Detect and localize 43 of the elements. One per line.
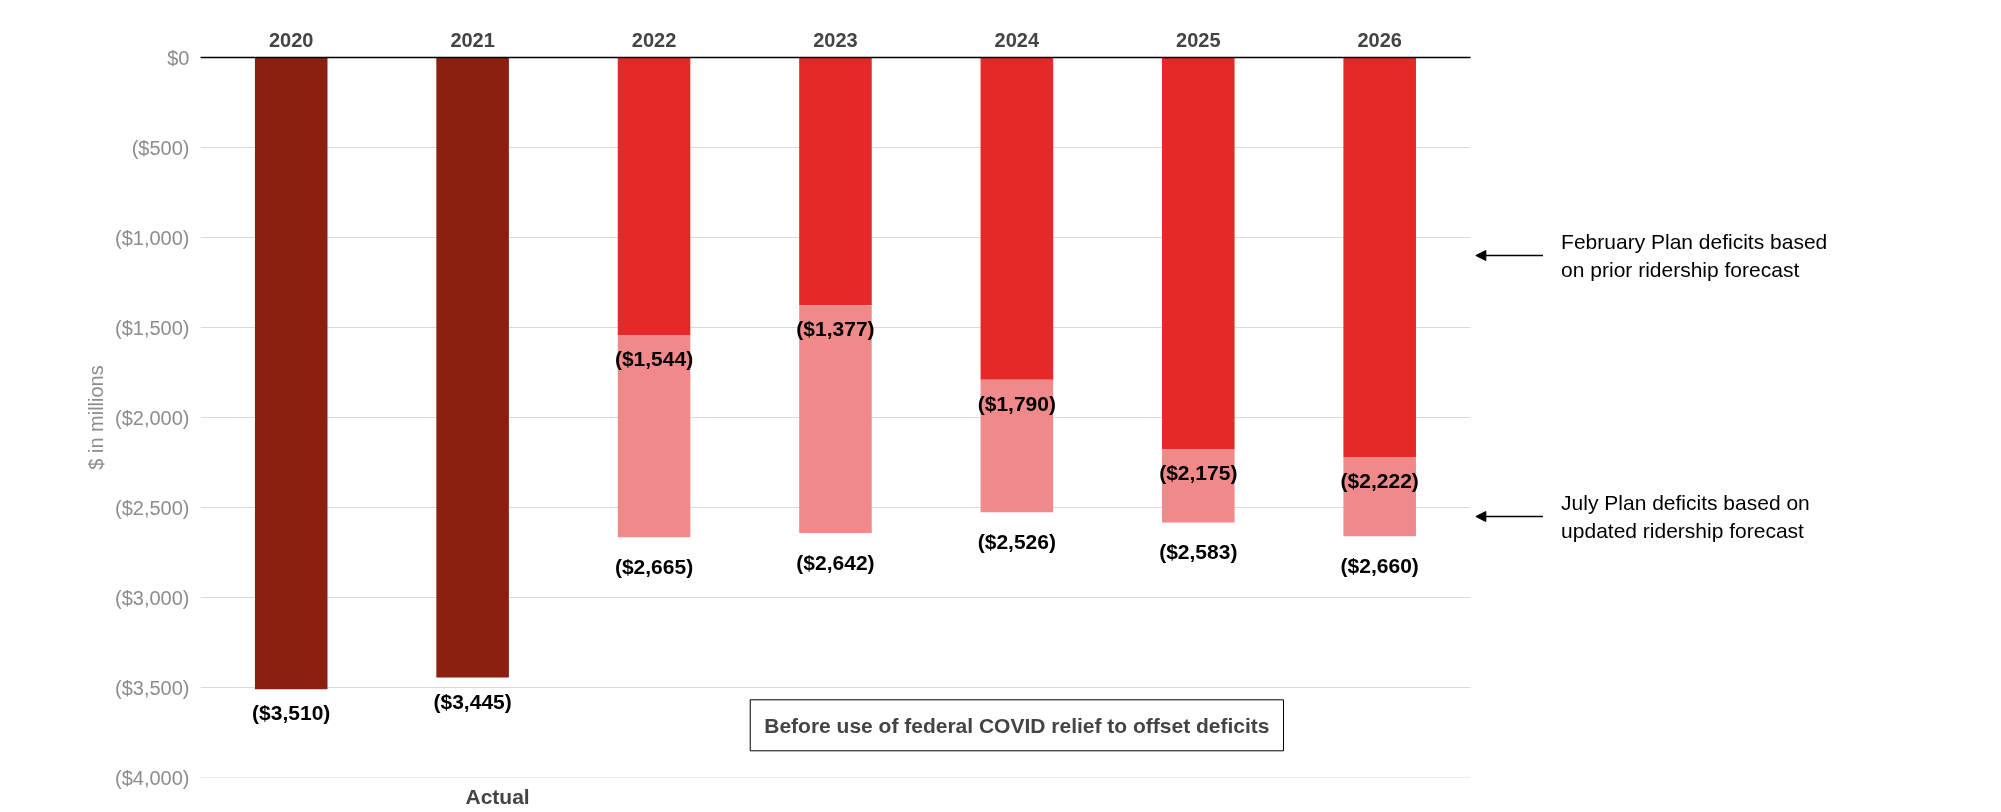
bar — [799, 305, 872, 534]
annotation: Before use of federal COVID relief to offset deficits — [764, 713, 1270, 737]
bar — [799, 57, 872, 306]
total-label: ($2,642) — [796, 551, 875, 575]
bar — [254, 57, 328, 690]
x-tick-label: 2021 — [450, 28, 495, 51]
y-tick-label: ($2,500) — [115, 496, 190, 519]
y-axis-title: $ in millions — [85, 365, 108, 470]
data-label: ($3,445) — [433, 689, 512, 713]
data-label: ($2,175) — [1159, 461, 1238, 484]
bar — [1161, 57, 1235, 449]
bar — [617, 57, 691, 336]
data-label: ($3,510) — [252, 701, 331, 725]
bar — [1343, 57, 1416, 458]
total-label: ($2,665) — [614, 555, 694, 579]
data-label: ($1,790) — [977, 391, 1056, 415]
bar — [980, 57, 1054, 380]
y-tick-label: ($500) — [131, 136, 190, 159]
x-tick-label: 2024 — [994, 28, 1040, 51]
data-label: ($1,544) — [614, 347, 694, 371]
y-tick-label: ($3,500) — [115, 676, 190, 699]
total-label: ($2,583) — [1159, 540, 1238, 564]
y-tick-label: $0 — [167, 46, 190, 69]
total-label: ($2,526) — [977, 530, 1056, 554]
bar — [980, 379, 1054, 513]
x-tick-label: 2026 — [1357, 28, 1402, 51]
text: February Plan deficits based on prior ridership forecast — [1561, 230, 1828, 281]
data-label: ($2,222) — [1340, 469, 1419, 493]
y-tick-label: ($3,000) — [115, 586, 190, 609]
y-tick-label: ($1,500) — [115, 316, 190, 339]
y-tick-label: ($1,000) — [115, 226, 190, 249]
data-label: ($1,377) — [796, 317, 875, 341]
text: July Plan deficits based on updated ridership forecast — [1561, 491, 1810, 542]
x-tick-label: 2025 — [1176, 28, 1221, 51]
bar — [617, 335, 691, 538]
x-tick-label: 2020 — [268, 28, 314, 51]
y-tick-label: ($4,000) — [115, 766, 190, 789]
x-tick-label: 2022 — [631, 28, 677, 51]
y-tick-label: ($2,000) — [115, 406, 190, 429]
x-tick-label: 2023 — [813, 28, 858, 51]
text: Actual — [465, 784, 530, 808]
total-label: ($2,660) — [1340, 554, 1419, 578]
bar — [436, 57, 509, 678]
